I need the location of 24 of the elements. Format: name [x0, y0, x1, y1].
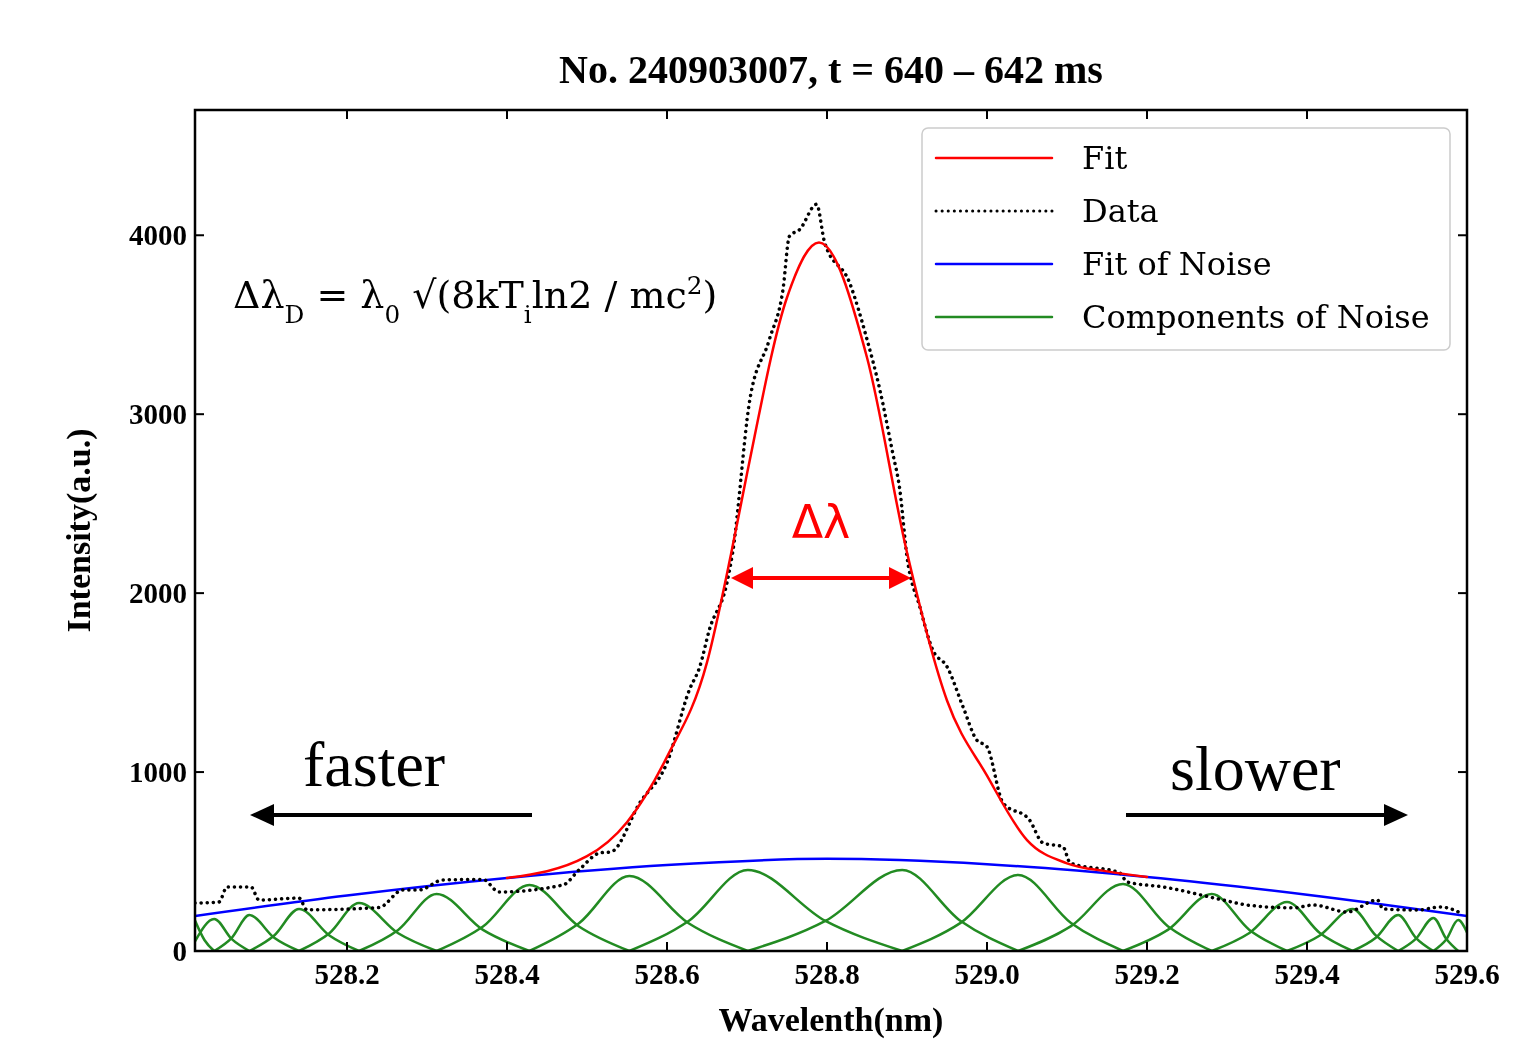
legend-label: Data — [1082, 192, 1159, 231]
x-tick-label: 528.6 — [634, 958, 700, 990]
x-axis-title: Wavelenth(nm) — [718, 1001, 944, 1039]
x-tick-label: 528.4 — [474, 958, 540, 990]
y-tick-label: 4000 — [129, 219, 187, 252]
y-tick-label: 1000 — [129, 756, 187, 789]
text: Δλ$_{D}$ = λ$_{0}$ √(8kT$_{i}$ln2 / mc$^{2}$) — [233, 270, 718, 329]
annotation: Δλ — [791, 495, 851, 549]
x-tick-label: 529.6 — [1434, 958, 1500, 990]
annotation: faster — [303, 729, 446, 800]
y-tick-label: 2000 — [129, 577, 187, 610]
x-tick-label: 528.2 — [314, 958, 380, 990]
legend-label: Fit of Noise — [1082, 245, 1272, 284]
x-tick-label: 528.8 — [794, 958, 860, 990]
y-tick-label: 3000 — [129, 398, 187, 431]
y-axis-title: Intensity(a.u.) — [60, 428, 98, 633]
x-tick-label: 529.0 — [954, 958, 1020, 990]
annotation: slower — [1170, 733, 1341, 804]
legend-label: Fit — [1082, 139, 1128, 178]
chart-title: No. 240903007, t = 640 – 642 ms — [559, 47, 1103, 92]
y-tick-label: 0 — [172, 935, 187, 968]
x-tick-label: 529.4 — [1274, 958, 1340, 990]
x-tick-label: 529.2 — [1114, 958, 1180, 990]
legend-label: Components of Noise — [1082, 298, 1430, 337]
